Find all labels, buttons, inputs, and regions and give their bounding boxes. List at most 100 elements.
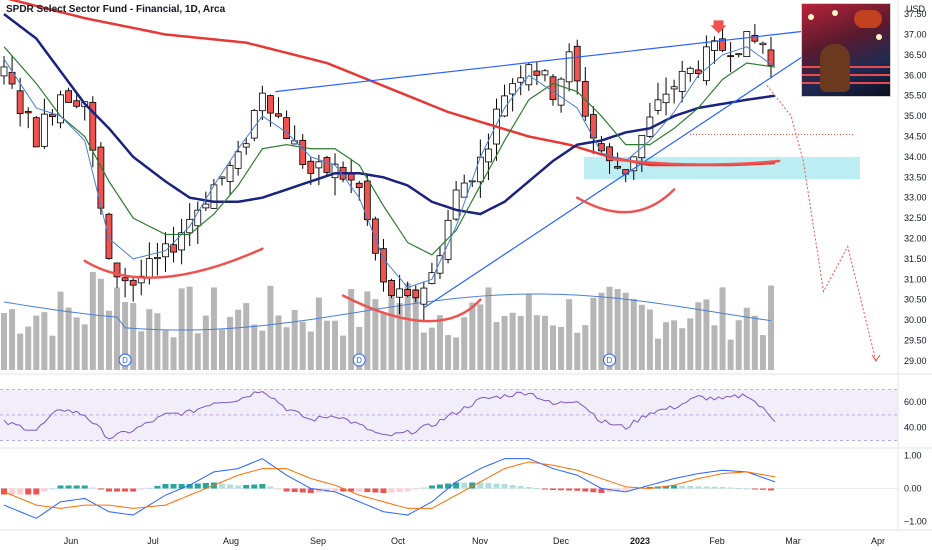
price-tick-label: 35.00 [904,111,927,121]
volume-bar [735,320,742,370]
candle-body [388,280,395,296]
candle-body [767,49,775,67]
macd-histogram-bar [162,484,169,489]
candle-body [606,146,613,162]
macd-histogram-bar [17,488,24,495]
macd-histogram-bar [97,488,104,490]
candle-body [638,134,646,159]
macd-histogram-bar [25,488,32,495]
candle-body [404,289,412,297]
volume-bar [711,325,718,370]
macd-histogram-bar [412,488,419,490]
price-tick-label: 29.00 [904,356,927,366]
volume-bar [227,316,234,370]
macd-histogram-bar [348,488,355,492]
macd-histogram-bar [218,483,225,489]
candle-body [178,232,186,251]
macd-histogram-bar [622,488,629,491]
lower-trendline [423,50,812,309]
macd-histogram-bar [550,488,557,490]
candle-body [331,163,339,179]
candle-body [485,148,492,163]
time-axis-label: Dec [553,536,570,546]
candle-body [105,213,113,259]
candle-body [452,189,460,220]
candle-body [234,151,242,169]
macd-histogram-bar [687,486,694,489]
volume-bar [509,312,516,370]
candle-body [686,67,694,74]
macd-signal-line [3,461,776,509]
axis-unit: USD [906,4,926,14]
volume-bar [396,302,403,370]
arc-bottom-jun-jul [83,247,264,279]
volume-bar [412,289,419,370]
volume-bar [154,313,161,370]
candle-body [121,277,129,282]
macd-histogram-bar [671,485,678,489]
macd-histogram-bar [340,488,347,492]
ma-slow-line [3,13,776,216]
candle-body [654,99,662,111]
macd-histogram-bar [202,483,209,489]
volume-bar [138,331,145,370]
macd-histogram-bar [598,488,605,493]
rsi-line [3,391,776,440]
volume-bar [178,288,185,370]
time-axis-label: Jul [147,536,159,546]
volume-bar [57,291,64,370]
volume-bar [1,313,7,370]
volume-bar [663,322,670,370]
rsi-tick-label: 40.00 [904,423,927,433]
candle-body [0,66,8,77]
candle-body [258,92,266,112]
macd-histogram-bar [122,488,129,492]
macd-histogram-bar [178,484,185,489]
volume-bar [436,315,443,370]
volume-bar [630,298,637,370]
candle-body [355,182,363,189]
macd-histogram-bar [711,486,718,489]
macd-histogram-bar [477,482,484,489]
macd-histogram-bar [356,488,363,492]
macd-histogram-bar [646,487,653,489]
macd-histogram-bar [590,488,597,493]
macd-histogram-bar [445,483,452,489]
volume-bar [558,326,565,370]
volume-bar [501,315,508,370]
macd-line [3,458,776,519]
volume-bar [105,310,112,370]
macd-histogram-bar [307,488,314,493]
down-arrow-marker [710,20,727,34]
macd-histogram-bar [768,488,774,491]
macd-histogram-bar [606,488,613,493]
candle-body [267,95,274,114]
arc-bottom-dec-jan [575,188,676,214]
dividend-marker [603,353,617,367]
macd-histogram-bar [154,485,161,489]
candle-body [694,69,702,74]
volume-bar [493,322,500,370]
macd-histogram-bar [743,488,750,490]
volume-bar [679,328,686,370]
price-tick-label: 36.50 [904,50,927,60]
macd-histogram-bar [388,488,395,493]
arc-bottom-sep-oct [341,294,482,323]
time-axis-label: Mar [785,536,801,546]
volume-bar [218,329,225,370]
volume-bar [202,315,209,370]
macd-histogram-bar [525,487,532,489]
candle-body [250,110,258,139]
price-tick-label: 34.00 [904,152,927,162]
macd-histogram-bar [663,486,670,489]
candle-body [315,161,323,169]
time-axis-label: Nov [472,536,489,546]
volume-bar [332,320,339,370]
macd-histogram-bar [614,488,621,492]
candle-body [460,182,468,198]
candle-body [371,218,379,254]
volume-bar [719,287,726,370]
candle-body [703,46,710,82]
volume-bar [646,309,653,370]
